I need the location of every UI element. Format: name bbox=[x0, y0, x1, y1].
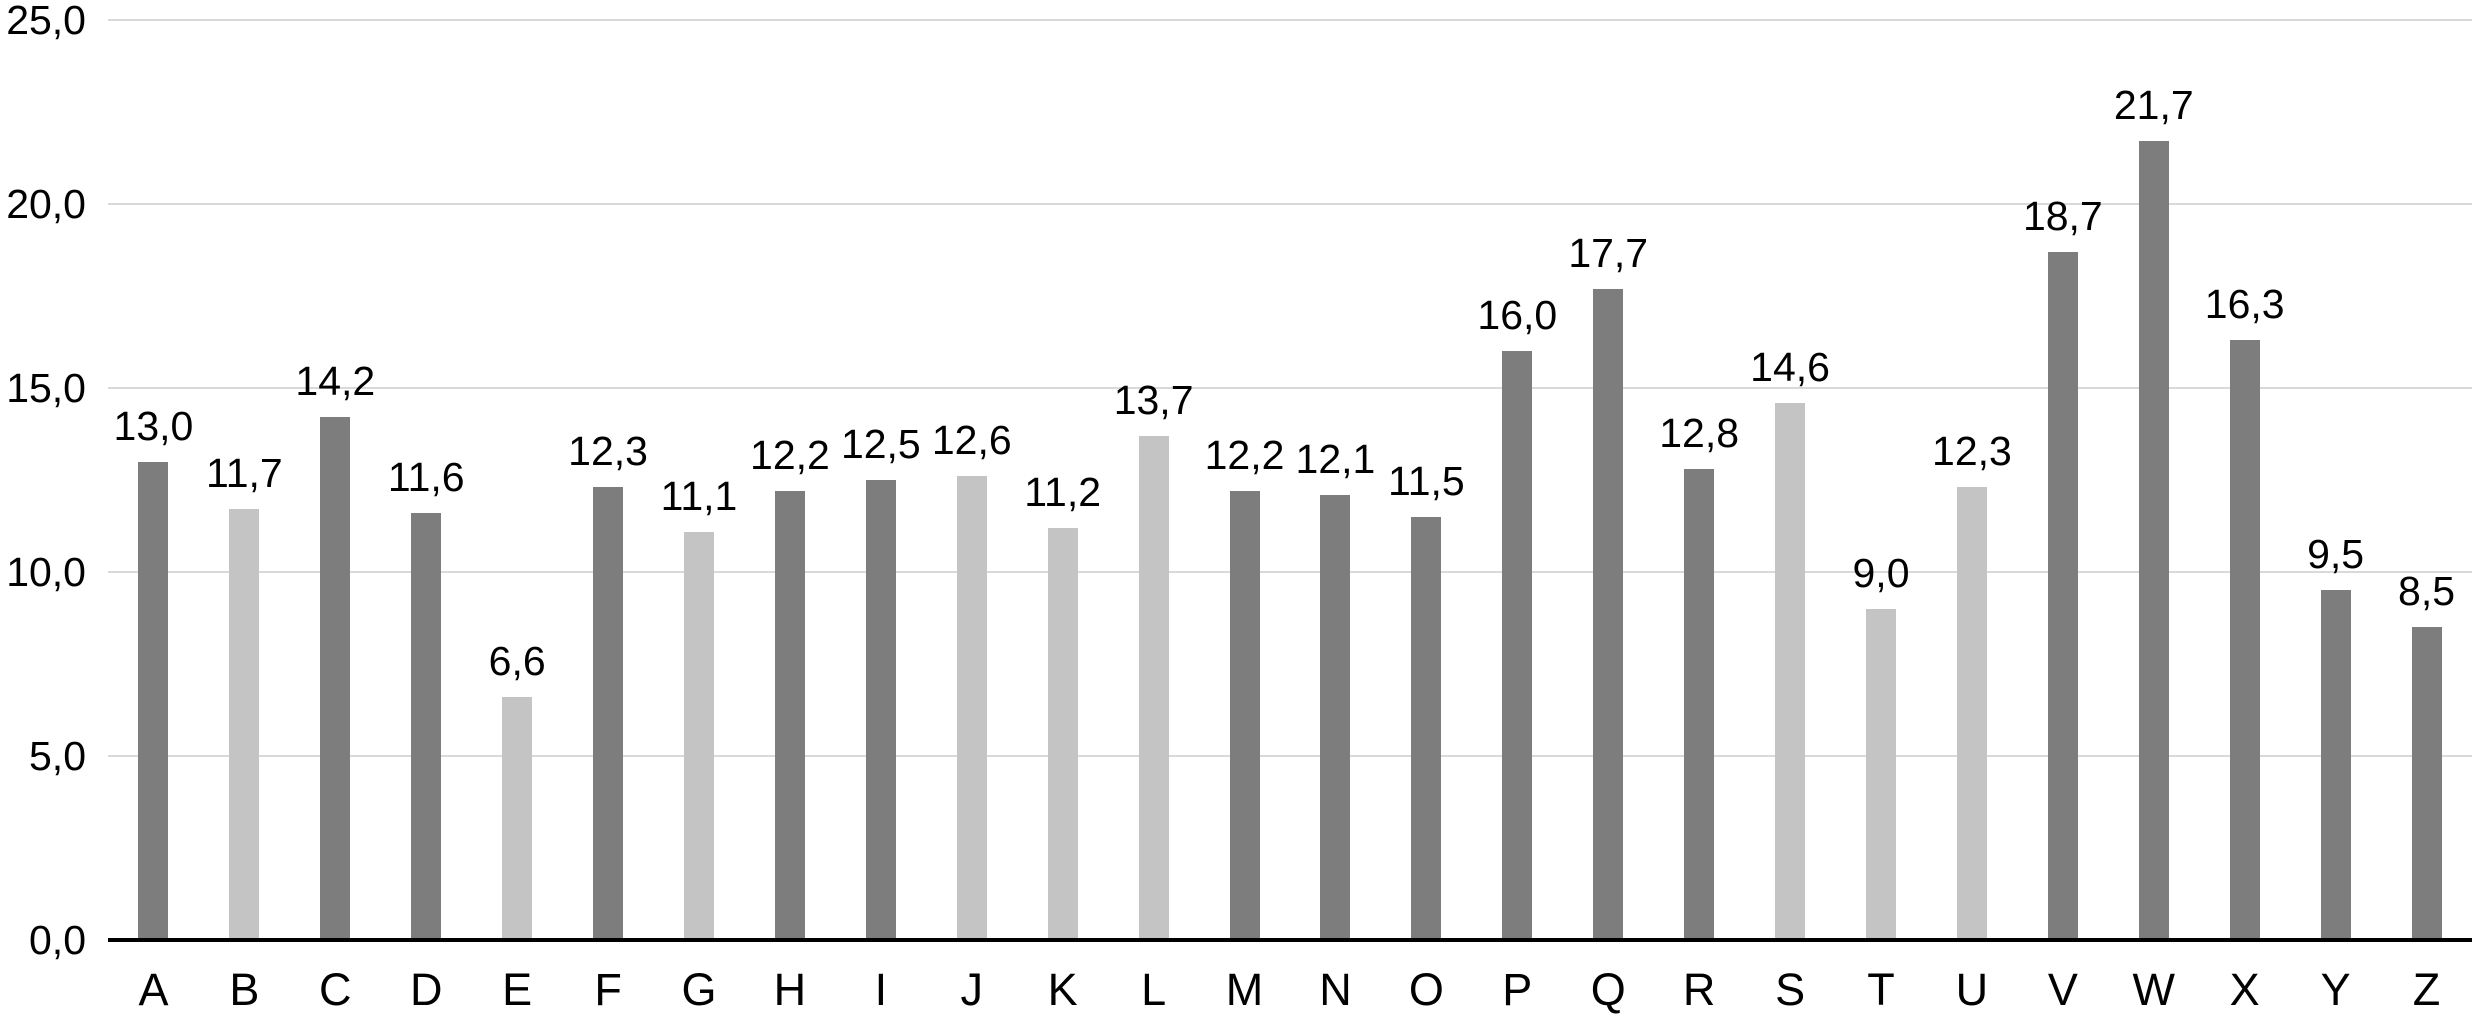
x-axis-label: C bbox=[319, 964, 352, 1015]
bar bbox=[2320, 590, 2351, 940]
bar bbox=[1411, 516, 1442, 940]
x-axis-label: P bbox=[1502, 964, 1533, 1015]
x-axis-label: Z bbox=[2412, 964, 2441, 1015]
x-axis-label: W bbox=[2132, 964, 2175, 1015]
bar-value-label: 16,0 bbox=[1477, 292, 1558, 339]
x-axis-label: F bbox=[594, 964, 622, 1015]
y-axis-tick-label: 15,0 bbox=[6, 365, 86, 411]
bar-value-label: 14,6 bbox=[1750, 343, 1830, 390]
bar-value-label: 8,5 bbox=[2398, 568, 2456, 615]
bar-value-label: 11,2 bbox=[1024, 468, 1102, 515]
bar bbox=[684, 531, 714, 940]
gridline bbox=[108, 755, 2472, 757]
x-axis-label: J bbox=[960, 964, 984, 1015]
y-axis-tick-label: 0,0 bbox=[29, 917, 86, 963]
bar bbox=[593, 487, 624, 940]
bar-value-label: 12,6 bbox=[931, 417, 1012, 464]
bar bbox=[1866, 608, 1896, 940]
bar-value-label: 9,5 bbox=[2307, 531, 2365, 578]
bar-value-label: 11,1 bbox=[660, 472, 738, 519]
bar-value-label: 12,3 bbox=[568, 428, 648, 475]
bar bbox=[956, 476, 987, 940]
x-axis-label: I bbox=[874, 964, 888, 1015]
x-axis-label: V bbox=[2047, 964, 2078, 1015]
bar-value-label: 18,7 bbox=[2022, 192, 2103, 239]
bar bbox=[2411, 627, 2442, 940]
gridline bbox=[108, 387, 2472, 389]
bar bbox=[1229, 491, 1260, 940]
bar-value-label: 17,7 bbox=[1568, 229, 1649, 276]
x-axis-label: R bbox=[1682, 964, 1716, 1015]
x-axis-label: O bbox=[1408, 964, 1444, 1015]
bar bbox=[1502, 351, 1533, 940]
x-axis-label: M bbox=[1225, 964, 1264, 1015]
bar bbox=[774, 491, 805, 940]
bar bbox=[502, 697, 533, 940]
gridline bbox=[108, 571, 2472, 573]
bar-value-label: 12,2 bbox=[750, 432, 830, 479]
bar-value-label: 12,1 bbox=[1295, 435, 1376, 482]
y-axis-tick-label: 5,0 bbox=[29, 733, 86, 779]
x-axis-label: L bbox=[1141, 964, 1167, 1015]
bar bbox=[320, 417, 351, 940]
bar-value-label: 11,5 bbox=[1387, 457, 1465, 504]
y-axis-tick-label: 25,0 bbox=[6, 0, 86, 43]
bar bbox=[138, 461, 169, 940]
bar-value-label: 6,6 bbox=[488, 638, 546, 685]
bar-value-label: 9,0 bbox=[1852, 549, 1910, 596]
bar bbox=[1775, 402, 1806, 940]
x-axis-label: D bbox=[409, 964, 443, 1015]
bar-value-label: 13,0 bbox=[113, 402, 194, 449]
x-axis-label: Q bbox=[1590, 964, 1626, 1015]
bar-value-label: 11,7 bbox=[205, 450, 283, 497]
y-axis-tick-label: 10,0 bbox=[6, 549, 86, 595]
bar bbox=[1138, 435, 1169, 940]
x-axis-label: K bbox=[1047, 964, 1078, 1015]
bar-value-label: 13,7 bbox=[1113, 376, 1194, 423]
x-axis-baseline bbox=[108, 938, 2472, 942]
bar bbox=[865, 480, 896, 940]
x-axis-label: U bbox=[1955, 964, 1989, 1015]
x-axis-label: E bbox=[502, 964, 533, 1015]
x-axis-label: N bbox=[1319, 964, 1352, 1015]
bar bbox=[411, 513, 442, 940]
bar bbox=[229, 509, 260, 940]
bar-value-label: 16,3 bbox=[2204, 281, 2285, 328]
bar bbox=[2047, 251, 2078, 940]
bar-value-label: 11,6 bbox=[387, 454, 465, 501]
y-axis-tick-label: 20,0 bbox=[6, 181, 86, 227]
x-axis-label: T bbox=[1867, 964, 1895, 1015]
x-axis-label: X bbox=[2229, 964, 2260, 1015]
bar-value-label: 14,2 bbox=[295, 358, 376, 405]
bar-value-label: 12,8 bbox=[1659, 409, 1740, 456]
bar-value-label: 12,2 bbox=[1204, 432, 1285, 479]
bar bbox=[2229, 340, 2260, 940]
bar bbox=[1956, 487, 1987, 940]
bar bbox=[1047, 527, 1078, 940]
bar-value-label: 12,5 bbox=[840, 421, 921, 467]
gridline bbox=[108, 19, 2472, 21]
x-axis-label: A bbox=[138, 964, 169, 1015]
gridline bbox=[108, 203, 2472, 205]
x-axis-label: Y bbox=[2320, 964, 2351, 1015]
bar bbox=[1320, 494, 1351, 940]
bar-value-label: 12,3 bbox=[1932, 428, 2012, 475]
x-axis-label: B bbox=[229, 964, 260, 1015]
bar bbox=[2138, 141, 2169, 940]
x-axis-label: G bbox=[681, 964, 717, 1015]
bar bbox=[1684, 468, 1715, 940]
x-axis-label: S bbox=[1775, 964, 1806, 1015]
bar bbox=[1593, 288, 1624, 940]
bar-value-label: 21,7 bbox=[2113, 82, 2194, 129]
x-axis-label: H bbox=[773, 964, 807, 1015]
